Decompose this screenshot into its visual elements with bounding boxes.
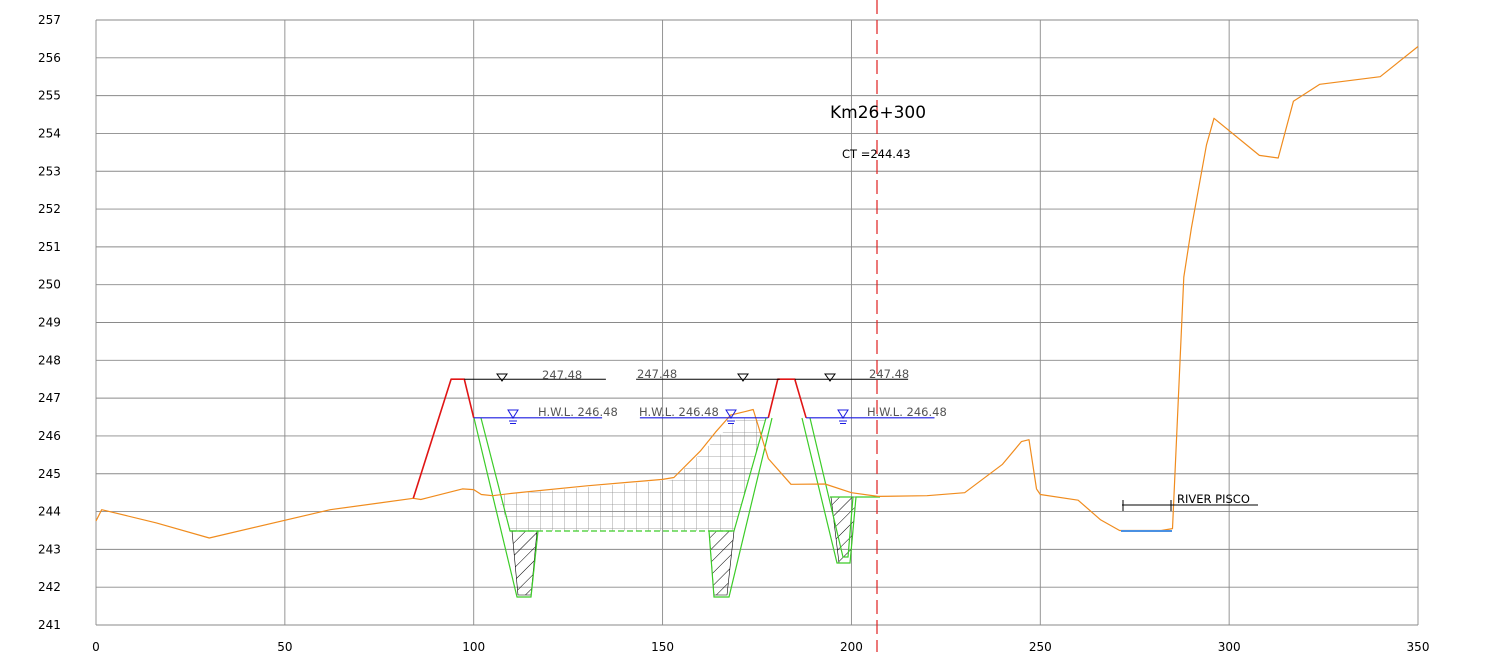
crest-label-mid: 247.48 <box>637 367 677 381</box>
right-channel-wall <box>801 417 880 564</box>
crest-label-right: 247.48 <box>869 367 909 381</box>
grid <box>95 19 1419 626</box>
mid-channel-wall <box>708 417 773 598</box>
river-marker <box>1122 500 1258 511</box>
crest-triangle-icon <box>737 373 749 382</box>
y-tick-label: 250 <box>38 278 61 292</box>
x-tick-label: 300 <box>1218 640 1241 652</box>
y-tick-label: 243 <box>38 542 61 556</box>
y-tick-label: 249 <box>38 316 61 330</box>
x-tick-label: 200 <box>840 640 863 652</box>
water-level-icon <box>725 409 737 419</box>
y-tick-label: 256 <box>38 51 61 65</box>
hwl-label-mid: H.W.L. 246.48 <box>639 405 719 419</box>
y-tick-label: 253 <box>38 164 61 178</box>
y-tick-label: 254 <box>38 126 61 140</box>
series-ground-profile <box>95 46 1419 539</box>
y-tick-label: 245 <box>38 467 61 481</box>
series-embankment-right <box>767 378 807 419</box>
x-tick-label: 150 <box>651 640 674 652</box>
fill-areas <box>497 418 857 596</box>
y-tick-label: 252 <box>38 202 61 216</box>
axis-ticks: 241 242 243 244 245 246 247 248 249 250 251 252 253 2… <box>38 13 1429 652</box>
y-tick-label: 241 <box>38 618 61 632</box>
x-tick-label: 350 <box>1407 640 1430 652</box>
y-tick-label: 251 <box>38 240 61 254</box>
water-level-icon <box>507 409 519 419</box>
water-level-icon <box>837 409 849 419</box>
x-tick-label: 100 <box>462 640 485 652</box>
y-tick-label: 244 <box>38 505 61 519</box>
hwl-symbols <box>507 409 849 424</box>
x-tick-label: 0 <box>92 640 100 652</box>
channel-fill-grid <box>497 418 766 531</box>
channel-structure <box>473 417 880 598</box>
right-channel-inner <box>809 417 854 558</box>
x-tick-label: 250 <box>1029 640 1052 652</box>
y-tick-label: 255 <box>38 89 61 103</box>
series-embankment-left <box>412 378 475 499</box>
hwl-label-right: H.W.L. 246.48 <box>867 405 947 419</box>
crest-label-left: 247.48 <box>542 368 582 382</box>
left-ditch-hatch <box>511 530 538 596</box>
y-tick-label: 242 <box>38 580 61 594</box>
river-label: RIVER PISCO <box>1177 492 1250 506</box>
crest-triangle-icon <box>824 373 836 382</box>
ct-label: CT =244.43 <box>842 147 911 161</box>
series-layer <box>95 46 1419 539</box>
level-symbols <box>496 373 836 382</box>
crest-triangle-icon <box>496 373 508 382</box>
y-tick-label: 248 <box>38 353 61 367</box>
hwl-label-left: H.W.L. 246.48 <box>538 405 618 419</box>
x-tick-label: 50 <box>277 640 292 652</box>
left-channel-wall <box>473 417 539 598</box>
y-tick-label: 246 <box>38 429 61 443</box>
y-tick-label: 257 <box>38 13 61 27</box>
y-tick-label: 247 <box>38 391 61 405</box>
station-title: Km26+300 <box>830 103 926 123</box>
